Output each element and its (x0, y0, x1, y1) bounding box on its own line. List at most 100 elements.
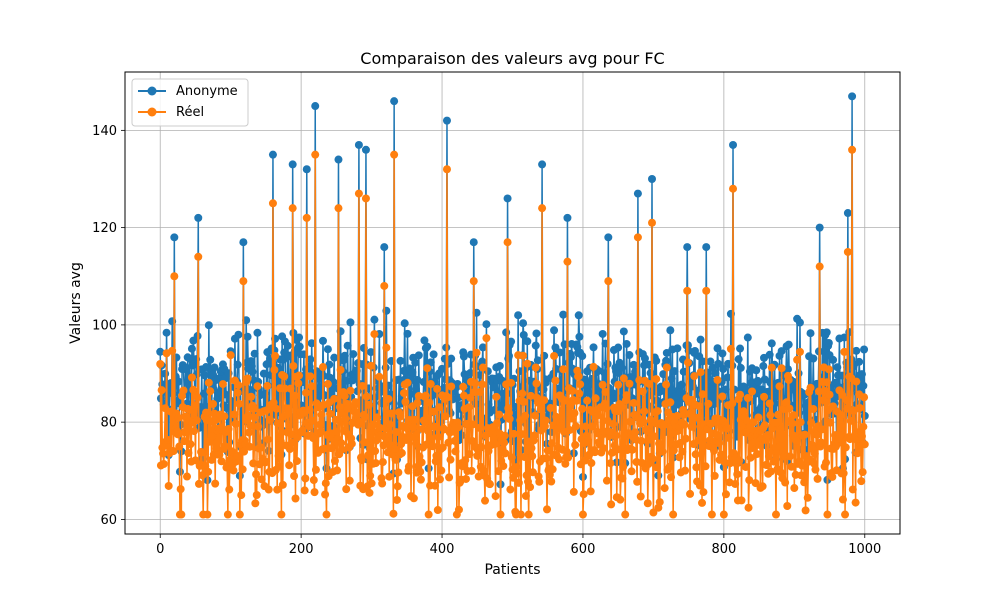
data-point (478, 363, 487, 372)
data-point (174, 413, 183, 422)
data-point (334, 204, 343, 213)
data-point (678, 447, 687, 456)
data-point (625, 351, 634, 360)
data-point (342, 485, 351, 494)
grid (125, 72, 900, 534)
data-point (586, 487, 595, 496)
data-point (652, 375, 661, 384)
data-point (776, 442, 785, 451)
data-point (560, 396, 569, 405)
data-point (619, 327, 628, 336)
data-point (392, 495, 401, 504)
data-point (676, 438, 685, 447)
data-point (442, 165, 451, 174)
x-tick-label: 400 (430, 542, 455, 557)
data-point (590, 448, 599, 457)
data-point (659, 370, 668, 379)
data-point (741, 462, 750, 471)
data-point (247, 392, 256, 401)
data-point (447, 354, 456, 363)
data-point (421, 391, 430, 400)
data-point (588, 422, 597, 431)
data-point (340, 351, 349, 360)
data-point (295, 333, 304, 342)
data-point (387, 409, 396, 418)
data-point (551, 376, 560, 385)
data-point (731, 479, 740, 488)
data-point (532, 329, 541, 338)
data-point (824, 365, 833, 374)
data-point (674, 400, 683, 409)
data-point (471, 379, 480, 388)
data-point (183, 472, 191, 481)
data-point (665, 462, 674, 471)
data-point (857, 432, 866, 441)
data-point (528, 452, 537, 461)
data-point (717, 450, 726, 459)
data-point (574, 372, 583, 381)
data-point (666, 398, 675, 407)
data-point (243, 374, 252, 383)
data-point (409, 494, 418, 503)
data-point (435, 403, 444, 412)
data-point (292, 457, 301, 466)
data-point (575, 332, 584, 341)
data-point (843, 209, 852, 218)
data-point (424, 510, 433, 519)
data-point (476, 388, 485, 397)
data-point (822, 458, 831, 467)
data-point (391, 455, 400, 464)
data-point (667, 374, 676, 383)
data-point (609, 420, 618, 429)
data-point (618, 474, 627, 483)
data-point (695, 402, 704, 411)
data-point (785, 404, 794, 413)
data-point (370, 330, 379, 339)
data-point (454, 505, 463, 514)
data-point (311, 465, 320, 474)
data-point (224, 424, 233, 433)
data-point (673, 344, 682, 353)
plot-frame (124, 71, 901, 535)
data-point (746, 453, 755, 462)
data-point (301, 474, 310, 483)
data-point (231, 419, 240, 428)
data-point (187, 344, 196, 353)
data-point (559, 365, 568, 374)
data-point (767, 363, 776, 372)
data-point (651, 419, 660, 428)
data-point (710, 471, 719, 480)
data-point (648, 454, 657, 463)
data-point (547, 477, 556, 486)
data-point (744, 503, 753, 512)
data-point (823, 510, 832, 519)
data-point (206, 355, 215, 364)
data-point (478, 357, 487, 366)
data-point (643, 499, 652, 508)
data-point (433, 384, 442, 393)
data-point (811, 465, 820, 474)
data-point (322, 510, 331, 519)
data-point (617, 363, 626, 372)
data-point (851, 498, 860, 507)
data-point (578, 404, 587, 413)
data-point (526, 391, 535, 400)
data-point (745, 476, 754, 485)
data-point (833, 363, 842, 372)
data-point (614, 380, 623, 389)
data-point (445, 473, 454, 482)
data-point (814, 387, 823, 396)
data-point (719, 510, 728, 519)
data-point (815, 262, 824, 271)
data-point (375, 372, 384, 381)
data-point (583, 396, 592, 405)
data-point (371, 447, 380, 456)
data-point (330, 394, 339, 403)
data-point (697, 431, 706, 440)
data-point (528, 468, 537, 477)
data-point (435, 475, 444, 484)
data-point (713, 344, 722, 353)
data-point (285, 461, 294, 470)
data-point (705, 436, 714, 445)
data-point (477, 443, 486, 452)
